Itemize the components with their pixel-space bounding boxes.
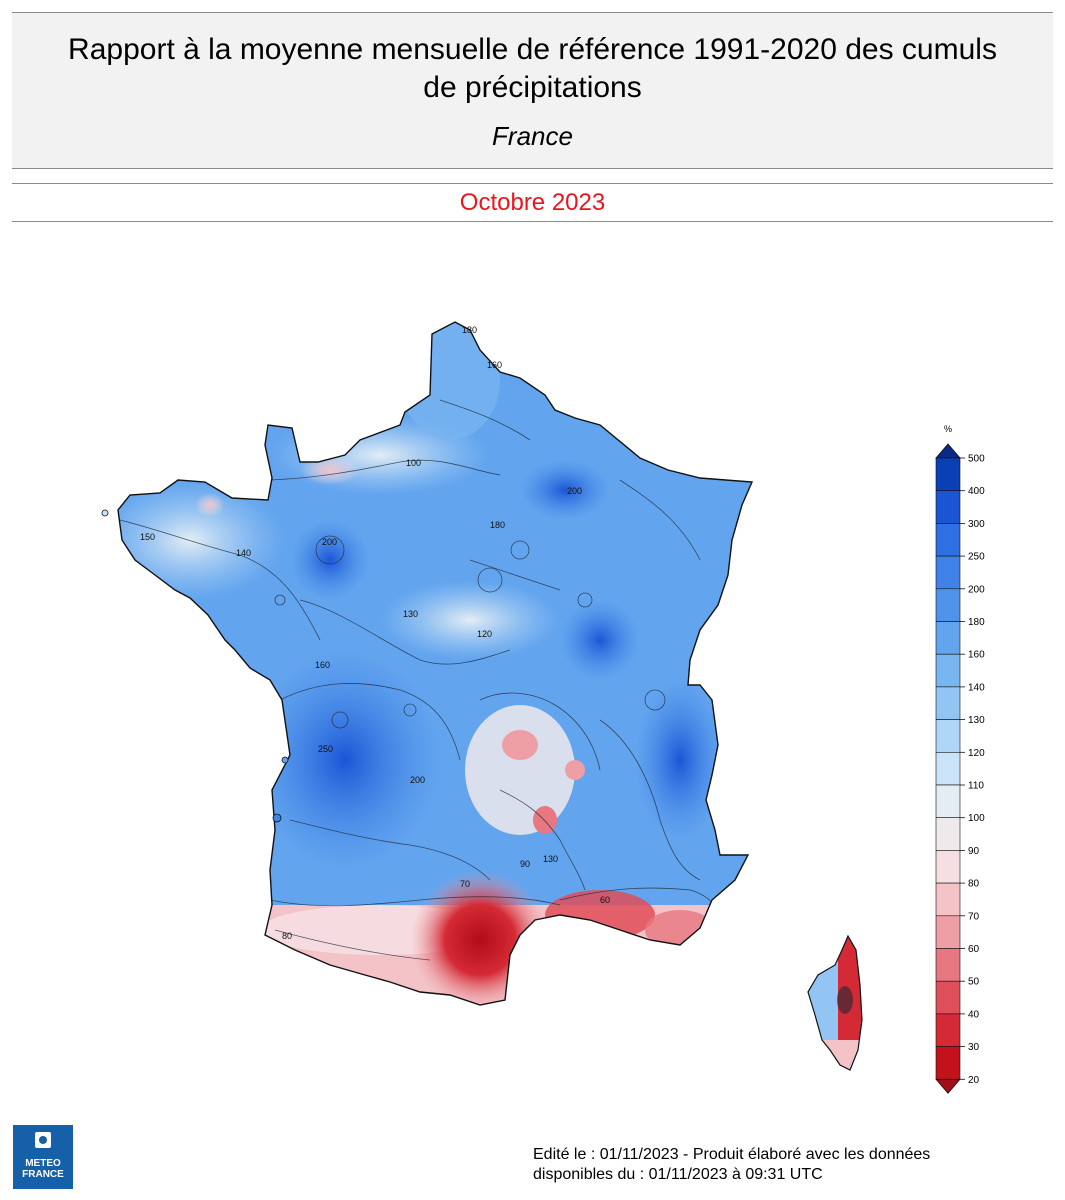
logo-icon <box>35 1132 51 1148</box>
legend-label: 500 <box>968 454 985 465</box>
legend-swatch <box>935 457 961 492</box>
map-subtitle: France <box>492 121 573 151</box>
legend-label: 90 <box>968 846 980 857</box>
footer-line1: Edité le : 01/11/2023 - Produit élaboré … <box>533 1146 931 1163</box>
contour-label: 200 <box>410 775 425 785</box>
legend-max-arrow <box>935 443 961 459</box>
legend-swatch <box>935 980 961 1015</box>
contour-label: 60 <box>600 895 610 905</box>
contour-label: 70 <box>460 879 470 889</box>
period-panel: Octobre 2023 <box>12 183 1053 222</box>
period-label: Octobre 2023 <box>459 189 606 216</box>
contour-label: 160 <box>487 360 502 370</box>
legend-swatch <box>935 490 961 524</box>
legend-swatch <box>935 1046 961 1080</box>
logo-text: METEO FRANCE <box>22 1158 64 1180</box>
legend-swatch <box>935 653 961 688</box>
legend-swatch <box>935 784 961 819</box>
legend-unit: % <box>944 424 952 434</box>
legend-swatch <box>935 555 961 590</box>
legend-label: 140 <box>968 682 985 693</box>
legend-label: 160 <box>968 650 985 661</box>
contour-label: 160 <box>315 660 330 670</box>
contour-label: 130 <box>543 854 558 864</box>
legend-swatch <box>935 588 961 622</box>
contour-label: 250 <box>318 744 333 754</box>
map-title-line1: Rapport à la moyenne mensuelle de référe… <box>68 33 997 66</box>
contour-label: 200 <box>567 486 582 496</box>
contour-label: 130 <box>403 609 418 619</box>
legend-swatch <box>935 915 961 949</box>
footer-credits: Edité le : 01/11/2023 - Produit élaboré … <box>533 1145 930 1185</box>
contour-label: 120 <box>477 629 492 639</box>
map-title-line2: de précipitations <box>423 71 642 104</box>
legend: % 500 400 300 250 200 180 160 140 130 120 110 100 90 8… <box>935 424 985 1094</box>
map-title: Rapport à la moyenne mensuelle de référe… <box>12 31 1053 107</box>
header-panel: Rapport à la moyenne mensuelle de référe… <box>12 12 1053 169</box>
contour-label: 180 <box>490 520 505 530</box>
legend-label: 30 <box>968 1042 980 1053</box>
legend-label: 70 <box>968 911 980 922</box>
legend-label: 50 <box>968 977 980 988</box>
legend-swatch <box>935 817 961 851</box>
legend-swatch <box>935 751 961 786</box>
legend-swatch <box>935 948 961 982</box>
legend-label: 200 <box>968 584 985 595</box>
legend-swatch <box>935 1013 961 1047</box>
legend-min-arrow <box>935 1078 961 1094</box>
meteo-france-logo: METEO FRANCE <box>13 1125 73 1189</box>
legend-label: 40 <box>968 1009 980 1020</box>
legend-label: 180 <box>968 617 985 628</box>
legend-swatch <box>935 523 961 557</box>
contour-label: 100 <box>406 458 421 468</box>
legend-label: 400 <box>968 486 985 497</box>
contour-label: 140 <box>236 548 251 558</box>
legend-label: 250 <box>968 552 985 563</box>
contour-labels: 180 160 100 140 200 130 120 150 160 180 200 250 200 7… <box>140 325 610 941</box>
footer-line2: disponibles du : 01/11/2023 à 09:31 UTC <box>533 1166 823 1183</box>
legend-label: 110 <box>968 781 984 792</box>
legend-label: 20 <box>968 1075 980 1086</box>
contour-label: 180 <box>462 325 477 335</box>
legend-label: 130 <box>968 715 985 726</box>
legend-swatch <box>935 882 961 917</box>
legend-label: 120 <box>968 748 985 759</box>
legend-swatch <box>935 621 961 655</box>
legend-label: 100 <box>968 813 985 824</box>
legend-swatch <box>935 686 961 720</box>
contour-label: 150 <box>140 532 155 542</box>
france-mainland <box>101 321 754 1006</box>
legend-label: 300 <box>968 519 985 530</box>
legend-swatch <box>935 719 961 753</box>
contour-label: 90 <box>520 859 530 869</box>
legend-swatch <box>935 850 961 884</box>
legend-label: 80 <box>968 879 980 890</box>
contour-label: 200 <box>322 537 337 547</box>
corsica <box>807 934 863 1071</box>
legend-label: 60 <box>968 944 980 955</box>
contour-label: 80 <box>282 931 292 941</box>
